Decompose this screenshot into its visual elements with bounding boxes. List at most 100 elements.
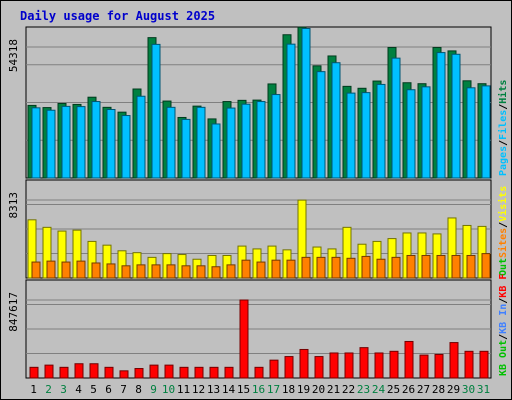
x-tick-label-day-2: 2 [45, 383, 52, 396]
x-tick-label-day-1: 1 [30, 383, 37, 396]
legend-entry: / [498, 140, 509, 146]
bar-sites-day-11 [181, 265, 191, 279]
bar-sites-day-3 [61, 261, 71, 279]
x-tick-label-day-18: 18 [282, 383, 295, 396]
bar-files-day-3 [61, 105, 71, 179]
x-tick-label-day-22: 22 [342, 383, 355, 396]
bar-kb-f-day-24 [374, 352, 384, 379]
bar-kb-f-day-17 [269, 359, 279, 379]
bar-sites-day-26 [406, 254, 416, 279]
bar-kb-f-day-14 [224, 366, 234, 379]
bar-kb-f-day-28 [434, 353, 444, 379]
bar-files-day-28 [436, 52, 446, 179]
legend-bottom: KB Out/KB In/KB F [498, 274, 509, 376]
bar-kb-f-day-19 [299, 348, 309, 379]
x-tick-label-day-26: 26 [402, 383, 415, 396]
legend-entry: Visits [497, 186, 509, 222]
bar-kb-f-day-3 [59, 366, 69, 379]
x-tick-label-day-19: 19 [297, 383, 310, 396]
bar-files-day-12 [196, 106, 206, 179]
bar-files-day-19 [301, 27, 311, 179]
legend-middle: OutSites/Visits [497, 186, 509, 276]
x-tick-label-day-5: 5 [90, 383, 97, 396]
bar-kb-f-day-2 [44, 364, 54, 379]
bar-sites-day-2 [46, 260, 56, 279]
bar-kb-f-day-22 [344, 352, 354, 379]
bar-sites-day-31 [481, 253, 491, 279]
legend-entry: Out [498, 258, 509, 276]
bar-files-day-8 [136, 95, 146, 179]
legend-entry: KB F [498, 274, 509, 298]
bar-sites-day-6 [106, 263, 116, 279]
bar-files-day-26 [406, 89, 416, 179]
bar-sites-day-29 [451, 254, 461, 279]
bar-files-day-30 [466, 87, 476, 179]
bar-sites-day-10 [166, 264, 176, 279]
bar-kb-f-day-23 [359, 347, 369, 379]
x-tick-label-day-13: 13 [207, 383, 220, 396]
bar-sites-day-27 [421, 254, 431, 279]
x-tick-label-day-7: 7 [120, 383, 127, 396]
bar-kb-f-day-12 [194, 366, 204, 379]
bar-sites-day-4 [76, 260, 86, 279]
bar-sites-day-7 [121, 265, 131, 279]
x-tick-label-day-14: 14 [222, 383, 236, 396]
bar-sites-day-25 [391, 256, 401, 279]
bar-sites-day-5 [91, 262, 101, 279]
bar-files-day-14 [226, 107, 236, 179]
x-tick-label-day-30: 30 [462, 383, 475, 396]
x-tick-label-day-4: 4 [75, 383, 82, 396]
y-max-label: 847617 [7, 292, 20, 332]
bar-sites-day-9 [151, 264, 161, 279]
bar-sites-day-12 [196, 265, 206, 279]
x-tick-label-day-21: 21 [327, 383, 340, 396]
x-tick-label-day-29: 29 [447, 383, 460, 396]
bar-sites-day-18 [286, 259, 296, 279]
legend-entry: Files [497, 110, 509, 140]
bar-files-day-9 [151, 43, 161, 179]
bar-files-day-13 [211, 123, 221, 179]
x-tick-label-day-6: 6 [105, 383, 112, 396]
x-tick-label-day-9: 9 [150, 383, 157, 396]
bar-sites-day-14 [226, 264, 236, 279]
legend-entry: Sites [497, 228, 509, 258]
panel-middle: 8313 OutSites/Visits [7, 179, 509, 279]
bar-files-day-15 [241, 103, 251, 179]
legend-entry: / [498, 104, 509, 110]
bar-kb-f-day-4 [74, 363, 84, 379]
x-tick-label-day-20: 20 [312, 383, 325, 396]
bar-files-day-4 [76, 106, 86, 179]
bar-kb-f-day-27 [419, 354, 429, 379]
bar-kb-f-day-6 [104, 366, 114, 379]
bar-files-day-6 [106, 109, 116, 179]
legend-entry: KB In [498, 304, 509, 334]
bar-kb-f-day-31 [479, 350, 489, 379]
x-tick-label-day-10: 10 [162, 383, 175, 396]
bar-files-day-21 [331, 62, 341, 179]
bar-sites-day-20 [316, 256, 326, 279]
legend-entry: / [498, 222, 509, 228]
y-max-label: 8313 [7, 192, 20, 219]
bar-sites-day-8 [136, 264, 146, 279]
bar-sites-day-15 [241, 259, 251, 279]
bar-sites-day-19 [301, 256, 311, 279]
x-tick-label-day-11: 11 [177, 383, 190, 396]
bar-kb-f-day-15 [239, 299, 249, 379]
x-tick-label-day-8: 8 [135, 383, 142, 396]
bar-sites-day-1 [31, 261, 41, 279]
legend-entry: KB Out [498, 340, 509, 376]
bar-files-day-11 [181, 118, 191, 179]
bar-kb-f-day-9 [149, 364, 159, 379]
bar-kb-f-day-26 [404, 340, 414, 379]
bar-files-day-5 [91, 101, 101, 179]
bar-files-day-2 [46, 109, 56, 179]
bar-files-day-27 [421, 86, 431, 179]
bar-files-day-18 [286, 43, 296, 179]
bar-kb-f-day-20 [314, 356, 324, 379]
bar-files-day-16 [256, 101, 266, 179]
bar-sites-day-16 [256, 261, 266, 279]
bar-files-day-24 [376, 83, 386, 179]
bar-kb-f-day-11 [179, 366, 189, 379]
